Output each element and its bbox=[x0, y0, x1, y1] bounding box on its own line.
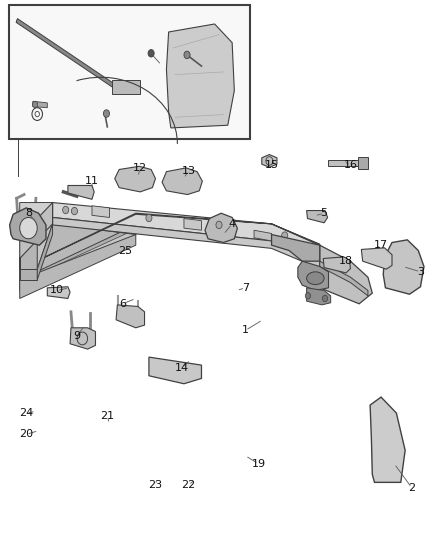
Polygon shape bbox=[20, 229, 136, 289]
Polygon shape bbox=[20, 203, 53, 269]
Polygon shape bbox=[70, 328, 95, 349]
Polygon shape bbox=[162, 168, 202, 195]
Circle shape bbox=[322, 295, 328, 302]
Polygon shape bbox=[20, 213, 320, 269]
Text: 15: 15 bbox=[265, 160, 279, 170]
Polygon shape bbox=[307, 211, 328, 223]
Text: 6: 6 bbox=[119, 299, 126, 309]
Polygon shape bbox=[47, 287, 70, 298]
Text: 21: 21 bbox=[100, 411, 114, 421]
Polygon shape bbox=[298, 261, 328, 290]
Polygon shape bbox=[184, 219, 201, 230]
Text: 19: 19 bbox=[251, 459, 265, 469]
Polygon shape bbox=[383, 240, 424, 294]
Polygon shape bbox=[205, 213, 237, 243]
Polygon shape bbox=[149, 357, 201, 384]
Circle shape bbox=[20, 217, 37, 239]
Text: 22: 22 bbox=[181, 480, 195, 490]
Text: 1: 1 bbox=[242, 326, 249, 335]
Polygon shape bbox=[53, 217, 320, 269]
Polygon shape bbox=[20, 235, 136, 298]
Text: 18: 18 bbox=[339, 256, 353, 266]
Polygon shape bbox=[166, 24, 234, 128]
Polygon shape bbox=[20, 237, 37, 269]
Polygon shape bbox=[112, 80, 140, 94]
Text: 5: 5 bbox=[321, 208, 328, 218]
Polygon shape bbox=[358, 157, 368, 169]
Polygon shape bbox=[20, 213, 136, 280]
Polygon shape bbox=[20, 203, 53, 237]
Polygon shape bbox=[37, 224, 53, 280]
Text: 25: 25 bbox=[118, 246, 132, 255]
Polygon shape bbox=[272, 235, 320, 261]
Circle shape bbox=[71, 207, 78, 215]
Polygon shape bbox=[254, 230, 272, 241]
Polygon shape bbox=[370, 397, 405, 482]
Polygon shape bbox=[323, 257, 350, 273]
Polygon shape bbox=[116, 305, 145, 328]
Polygon shape bbox=[20, 224, 136, 289]
Text: 3: 3 bbox=[417, 267, 424, 277]
Text: 23: 23 bbox=[148, 480, 162, 490]
Polygon shape bbox=[361, 248, 392, 269]
Text: 4: 4 bbox=[229, 219, 236, 229]
Bar bbox=[9, 5, 250, 139]
Polygon shape bbox=[115, 166, 155, 192]
Text: 24: 24 bbox=[19, 408, 33, 418]
Circle shape bbox=[146, 214, 152, 222]
Polygon shape bbox=[320, 261, 368, 296]
Text: 10: 10 bbox=[50, 286, 64, 295]
Circle shape bbox=[148, 50, 154, 57]
Text: 20: 20 bbox=[19, 430, 33, 439]
Polygon shape bbox=[68, 185, 94, 199]
Circle shape bbox=[305, 293, 311, 299]
Text: 17: 17 bbox=[374, 240, 388, 250]
Polygon shape bbox=[307, 288, 331, 305]
Polygon shape bbox=[20, 269, 37, 280]
Circle shape bbox=[282, 232, 288, 239]
Polygon shape bbox=[16, 19, 120, 92]
Polygon shape bbox=[320, 245, 372, 304]
Text: 13: 13 bbox=[181, 166, 195, 175]
Polygon shape bbox=[328, 160, 358, 166]
Polygon shape bbox=[92, 206, 110, 217]
Ellipse shape bbox=[307, 272, 324, 285]
Text: 8: 8 bbox=[25, 208, 32, 218]
Polygon shape bbox=[33, 101, 47, 108]
Polygon shape bbox=[10, 208, 46, 245]
Polygon shape bbox=[37, 203, 53, 269]
Text: 16: 16 bbox=[343, 160, 357, 170]
Circle shape bbox=[216, 221, 222, 229]
Text: 11: 11 bbox=[85, 176, 99, 186]
Text: 2: 2 bbox=[408, 483, 415, 492]
Text: 14: 14 bbox=[175, 363, 189, 373]
Text: 7: 7 bbox=[242, 283, 249, 293]
Circle shape bbox=[63, 206, 69, 214]
Polygon shape bbox=[20, 224, 136, 290]
Circle shape bbox=[184, 51, 190, 59]
Text: 12: 12 bbox=[133, 163, 147, 173]
Circle shape bbox=[103, 110, 110, 117]
Circle shape bbox=[32, 101, 38, 108]
Text: 9: 9 bbox=[73, 331, 80, 341]
Polygon shape bbox=[53, 203, 320, 261]
Polygon shape bbox=[262, 155, 277, 167]
